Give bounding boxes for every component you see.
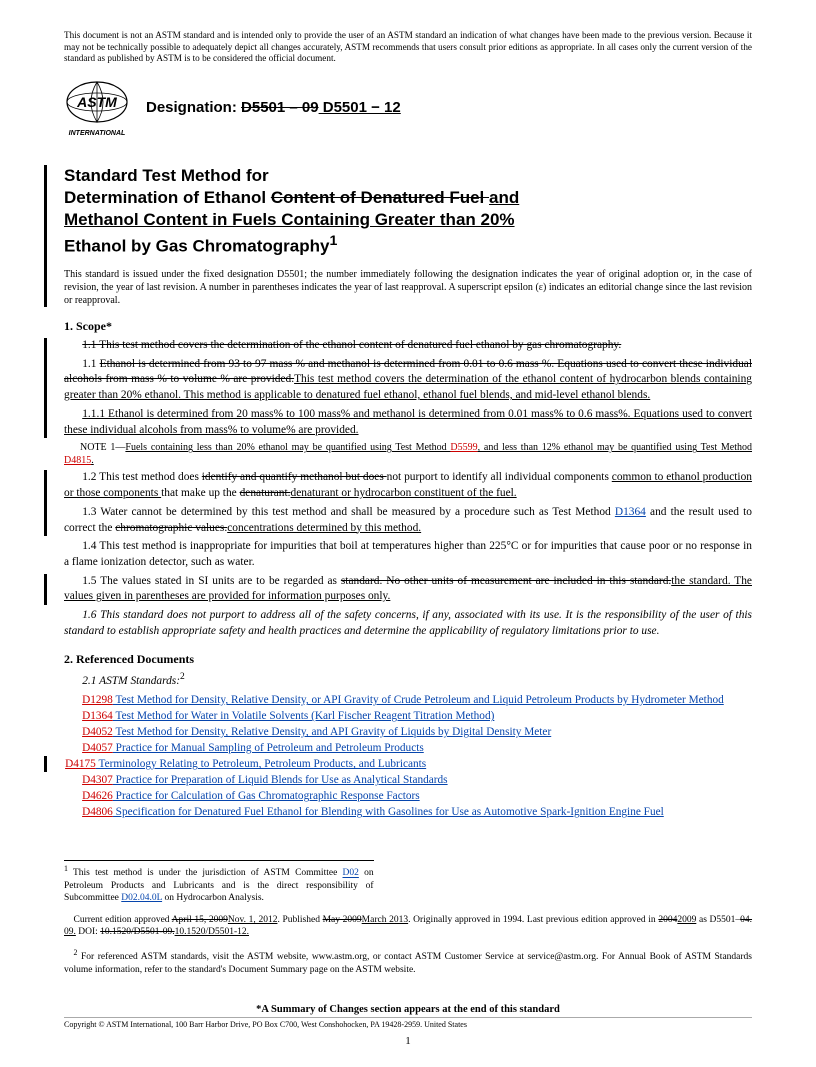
header-row: ASTM INTERNATIONAL Designation: D5501 – … (64, 79, 752, 137)
fn1-link2[interactable]: D02.04.0L (121, 893, 162, 903)
footnote-1-dates: Current edition approved April 15, 2009N… (64, 914, 752, 939)
reference-list: D1298 Test Method for Density, Relative … (64, 692, 752, 820)
ref-item: D1364 Test Method for Water in Volatile … (64, 708, 752, 724)
ref-code[interactable]: D4307 (82, 774, 113, 786)
ref-sub-text: 2.1 ASTM Standards: (82, 674, 180, 686)
ref-title[interactable]: Practice for Manual Sampling of Petroleu… (113, 742, 424, 754)
p-1-1-1: 1.1.1 Ethanol is determined from 20 mass… (64, 407, 752, 438)
p1-3-del: chromatographic values. (115, 522, 227, 534)
p-1-4: 1.4 This test method is inappropriate fo… (64, 539, 752, 570)
designation-label: Designation: (146, 99, 241, 116)
page-number: 1 (64, 1035, 752, 1047)
designation-new: D5501 − 12 (319, 99, 401, 116)
p1-2-a: 1.2 This test method does (82, 471, 202, 483)
p1-2-del: identify and quantify methanol but does (202, 471, 387, 483)
p1-3-ins: concentrations determined by this method… (227, 522, 421, 534)
p1-2-ins2: denaturant or hydrocarbon constituent of… (291, 487, 517, 499)
copyright-line: Copyright © ASTM International, 100 Barr… (64, 1017, 752, 1029)
ref-code[interactable]: D4806 (82, 806, 113, 818)
p-1-2: 1.2 This test method does identify and q… (64, 470, 752, 501)
ref-item: D4806 Specification for Denatured Fuel E… (64, 804, 752, 820)
note1-label: NOTE 1— (80, 442, 125, 453)
logo-text-top: ASTM (76, 94, 117, 110)
title-sup: 1 (329, 233, 337, 249)
ref-item: D4052 Test Method for Density, Relative … (64, 724, 752, 740)
note1-b: Fuels containing less than 20% ethanol m… (125, 442, 450, 453)
ref-title[interactable]: Practice for Calculation of Gas Chromato… (113, 790, 420, 802)
title-block: Standard Test Method for Determination o… (44, 165, 752, 307)
astm-logo: ASTM INTERNATIONAL (64, 79, 130, 137)
ref-title[interactable]: Test Method for Water in Volatile Solven… (113, 710, 495, 722)
title-line3: Methanol Content in Fuels Containing Gre… (64, 210, 515, 229)
ref-title[interactable]: Terminology Relating to Petroleum, Petro… (96, 758, 426, 770)
title-line2-del: Content of Denatured Fuel (271, 188, 489, 207)
note1-link2[interactable]: D4815 (64, 455, 91, 466)
ref-title[interactable]: Practice for Preparation of Liquid Blend… (113, 774, 448, 786)
document-page: This document is not an ASTM standard an… (0, 0, 816, 1067)
ref-item: D4175 Terminology Relating to Petroleum,… (44, 756, 752, 772)
p1-2-c: that make up the (161, 487, 239, 499)
title-line2a: Determination of Ethanol (64, 188, 271, 207)
footnote-1: 1 This test method is under the jurisdic… (64, 864, 374, 904)
ref-item: D4626 Practice for Calculation of Gas Ch… (64, 788, 752, 804)
logo-text-bottom: INTERNATIONAL (69, 130, 126, 137)
p-1-6: 1.6 This standard does not purport to ad… (64, 608, 752, 639)
footnote-2: 2 For referenced ASTM standards, visit t… (64, 948, 752, 976)
ref-heading: 2. Referenced Documents (64, 652, 752, 667)
fn1-link1[interactable]: D02 (343, 869, 359, 879)
designation: Designation: D5501 – 09 D5501 − 12 (146, 99, 401, 116)
p-1-1: 1.1 Ethanol is determined from 93 to 97 … (64, 357, 752, 404)
p1-3-link[interactable]: D1364 (615, 506, 646, 518)
p-1-5: 1.5 The values stated in SI units are to… (64, 574, 752, 605)
note1-d: . (91, 455, 94, 466)
note-1: NOTE 1—Fuels containing less than 20% et… (64, 441, 752, 467)
p1-5-a: 1.5 The values stated in SI units are to… (82, 575, 341, 587)
designation-old: D5501 – 09 (241, 99, 319, 116)
title-line2-ins: and (489, 188, 519, 207)
p1-5-del: standard. No other units of measurement … (341, 575, 671, 587)
p-1-3: 1.3 Water cannot be determined by this t… (64, 505, 752, 536)
ref-code[interactable]: D4057 (82, 742, 113, 754)
ref-item: D4307 Practice for Preparation of Liquid… (64, 772, 752, 788)
standard-title: Standard Test Method for Determination o… (64, 165, 752, 258)
top-disclaimer: This document is not an ASTM standard an… (64, 30, 752, 65)
ref-code[interactable]: D1364 (82, 710, 113, 722)
summary-line: *A Summary of Changes section appears at… (64, 1004, 752, 1015)
ref-title[interactable]: Specification for Denatured Fuel Ethanol… (113, 806, 664, 818)
scope-body: 1.1 This test method covers the determin… (64, 338, 752, 640)
ref-title[interactable]: Test Method for Density, Relative Densit… (113, 694, 724, 706)
ref-title[interactable]: Test Method for Density, Relative Densit… (113, 726, 551, 738)
scope-heading: 1. Scope* (64, 319, 752, 334)
p-1-1-old: 1.1 This test method covers the determin… (64, 338, 752, 354)
ref-code[interactable]: D4626 (82, 790, 113, 802)
ref-code[interactable]: D4052 (82, 726, 113, 738)
ref-code[interactable]: D1298 (82, 694, 113, 706)
fn2-text: For referenced ASTM standards, visit the… (64, 952, 752, 974)
note1-c: , and less than 12% ethanol may be quant… (478, 442, 752, 453)
p1-2-b: not purport to identify all individual c… (387, 471, 612, 483)
ref-code[interactable]: D4175 (65, 758, 96, 770)
issued-note: This standard is issued under the fixed … (64, 268, 752, 307)
ref-sub: 2.1 ASTM Standards:2 (64, 671, 752, 690)
note1-link1[interactable]: D5599 (450, 442, 477, 453)
p1-3-a: 1.3 Water cannot be determined by this t… (82, 506, 615, 518)
p1-2-del2: denaturant. (240, 487, 291, 499)
footnotes-wide: Current edition approved April 15, 2009N… (64, 914, 752, 976)
title-line1: Standard Test Method for (64, 166, 269, 185)
fn1-c: on Hydrocarbon Analysis. (162, 893, 264, 903)
ref-item: D1298 Test Method for Density, Relative … (64, 692, 752, 708)
ref-sup: 2 (180, 672, 185, 682)
footnotes: 1 This test method is under the jurisdic… (64, 860, 374, 904)
title-line4: Ethanol by Gas Chromatography (64, 236, 329, 255)
fn1-a: This test method is under the jurisdicti… (68, 869, 343, 879)
ref-item: D4057 Practice for Manual Sampling of Pe… (64, 740, 752, 756)
